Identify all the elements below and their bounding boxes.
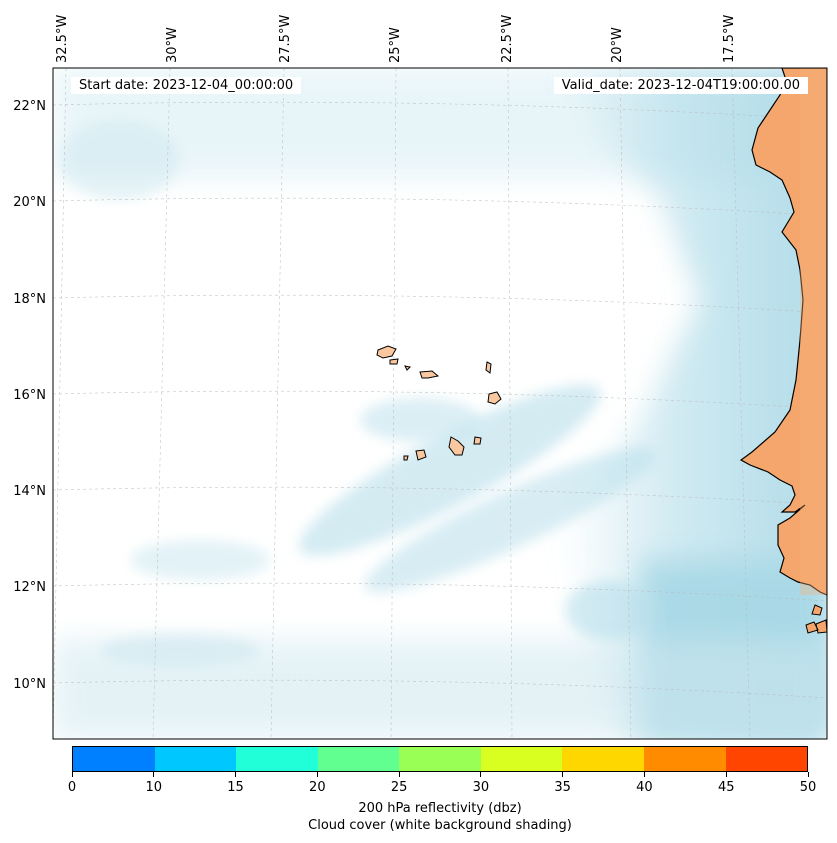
bijagos-islands (805, 604, 827, 634)
colorbar-sublabel: Cloud cover (white background shading) (308, 818, 572, 833)
lat-label: 18°N (13, 292, 46, 307)
map-frame (52, 67, 828, 740)
colorbar-tick-mark (398, 772, 400, 777)
colorbar-tick-label: 10 (145, 780, 163, 795)
lon-label: 30°W (165, 27, 180, 63)
lat-label: 16°N (13, 388, 46, 403)
lon-label: 27.5°W (278, 15, 293, 63)
lon-label: 32.5°W (55, 15, 70, 63)
colorbar-segment (236, 747, 318, 771)
colorbar-tick-label: 35 (554, 780, 571, 795)
lon-label: 20°W (610, 27, 625, 63)
colorbar-segment (643, 747, 726, 771)
colorbar-tick-mark (153, 772, 155, 777)
valid-date-label: Valid_date: 2023-12-04T19:00:00.00 (553, 77, 808, 94)
colorbar-tick-label: 40 (636, 780, 653, 795)
colorbar-tick-mark (235, 772, 237, 777)
lon-label: 17.5°W (722, 15, 737, 63)
colorbar-segment (562, 747, 644, 771)
colorbar-tick-label: 50 (799, 780, 817, 795)
lat-label: 14°N (13, 484, 46, 499)
colorbar-segment (725, 747, 808, 771)
colorbar-segment (317, 747, 400, 771)
colorbar-label: 200 hPa reflectivity (dbz) (358, 801, 522, 816)
graticule (53, 68, 827, 739)
colorbar-tick-mark (643, 772, 645, 777)
lat-label: 10°N (13, 677, 46, 692)
colorbar-segment (480, 747, 563, 771)
africa-coast-land (739, 68, 827, 596)
colorbar-tick-mark (316, 772, 318, 777)
lat-label: 20°N (13, 195, 46, 210)
start-date-label: Start date: 2023-12-04_00:00:00 (71, 77, 302, 94)
colorbar-tick-label: 25 (390, 780, 408, 795)
colorbar-segment (154, 747, 237, 771)
lon-label: 25°W (388, 27, 403, 63)
colorbar-tick-mark (725, 772, 727, 777)
colorbar-tick-label: 20 (309, 780, 326, 795)
colorbar-tick-label: 45 (717, 780, 735, 795)
colorbar-tick-mark (807, 772, 809, 777)
lon-label: 22.5°W (500, 15, 515, 63)
colorbar-segment (73, 747, 155, 771)
colorbar-tick-mark (480, 772, 482, 777)
colorbar-tick-mark (562, 772, 564, 777)
latitude-labels: 22°N 20°N 18°N 16°N 14°N 12°N 10°N (13, 99, 46, 692)
map-area (53, 68, 827, 739)
colorbar-tick-label: 15 (227, 780, 244, 795)
colorbar-tick-label: 30 (472, 780, 490, 795)
longitude-labels: 32.5°W 30°W 27.5°W 25°W 22.5°W 20°W 17.5… (55, 15, 737, 63)
colorbar-segment (399, 747, 481, 771)
colorbar-tick-label: 0 (67, 780, 77, 795)
lat-label: 12°N (13, 580, 46, 595)
cape-verde-islands (376, 345, 502, 461)
lat-label: 22°N (13, 99, 46, 114)
colorbar-tick-mark (71, 772, 73, 777)
reflectivity-colorbar (72, 746, 808, 772)
